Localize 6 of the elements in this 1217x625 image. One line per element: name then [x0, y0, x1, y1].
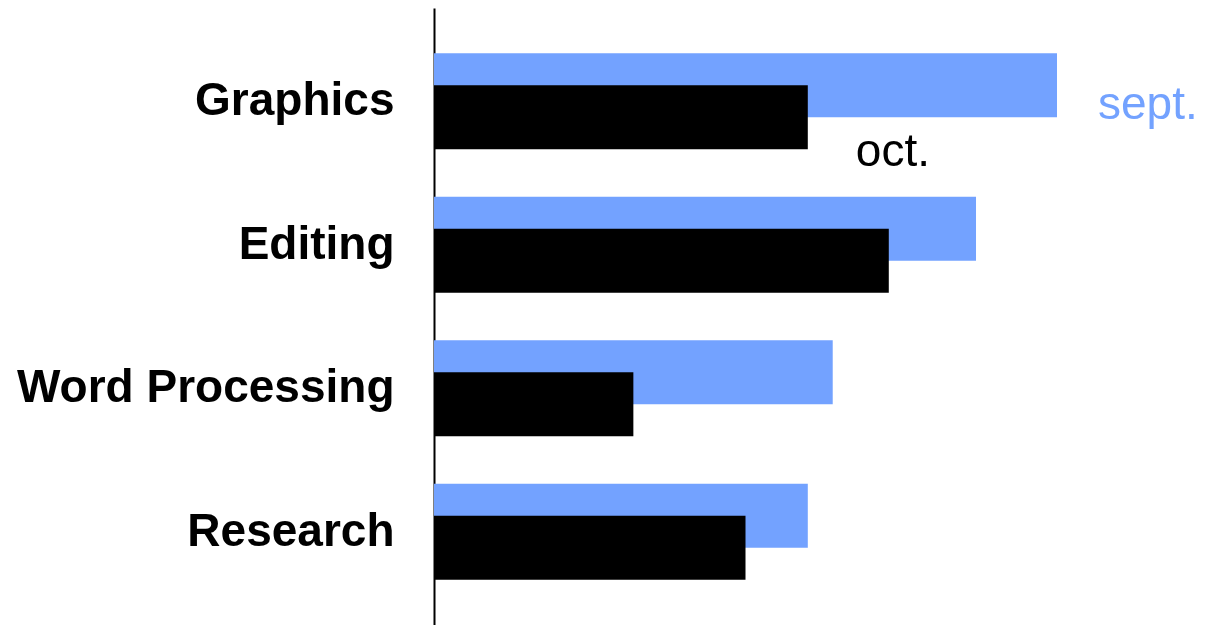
y-tick-label: Research [187, 503, 395, 556]
series-label: sept. [1098, 77, 1198, 130]
series-label: oct. [855, 124, 930, 177]
y-tick-label: Editing [238, 216, 395, 269]
y-tick-label: Graphics [195, 73, 395, 126]
y-tick-label: Word Processing [17, 360, 395, 413]
